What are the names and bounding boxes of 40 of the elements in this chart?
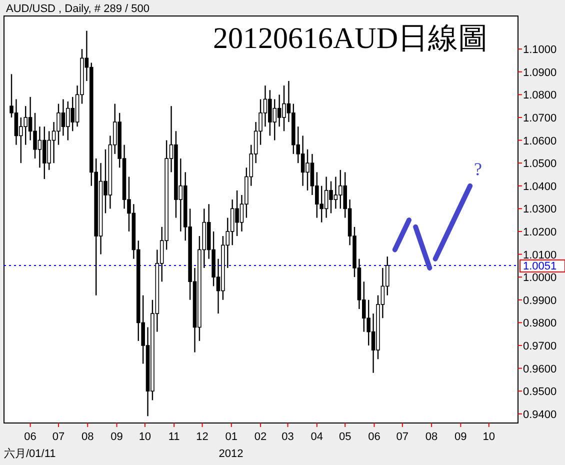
text: 2012	[218, 448, 244, 460]
y-tick-label: 1.0500	[523, 158, 557, 170]
x-tick-label: 11	[168, 431, 180, 443]
x-tick-label: 07	[52, 431, 65, 443]
y-tick-label: 0.9600	[523, 363, 557, 376]
x-tick-label: 06	[24, 431, 36, 443]
y-tick-label: 0.9500	[523, 386, 557, 398]
x-tick-label: 12	[196, 431, 208, 443]
x-tick-label: 08	[425, 431, 438, 443]
y-tick-label: 1.0000	[523, 272, 557, 284]
y-tick-label: 0.9400	[523, 408, 557, 421]
x-tick-label: 02	[254, 431, 267, 443]
x-tick-label: 04	[310, 431, 324, 443]
y-tick-label: 1.0700	[523, 112, 557, 124]
y-tick-label: 1.1000	[523, 44, 557, 56]
y-tick-label: 1.0600	[523, 135, 557, 148]
y-tick-label: 1.0100	[523, 249, 557, 262]
x-tick-label: 05	[338, 431, 352, 443]
y-tick-label: 1.0400	[523, 180, 557, 193]
x-tick-label: 03	[282, 431, 294, 443]
x-tick-label: 07	[396, 431, 409, 443]
y-tick-label: 1.0900	[523, 66, 557, 79]
x-tick-label: 10	[138, 431, 152, 443]
text: 六月/01/11	[4, 447, 56, 460]
y-tick-label: 0.9800	[523, 318, 557, 330]
x-tick-label: 09	[454, 431, 467, 443]
y-tick-label: 1.0200	[523, 226, 557, 238]
annotation: ?	[474, 159, 482, 179]
y-tick-label: 1.0800	[523, 90, 557, 102]
x-tick-label: 10	[482, 431, 495, 443]
x-tick-label: 09	[110, 431, 123, 443]
chart-title: 20120616AUD日線圖	[213, 22, 488, 55]
text: AUD/USD , Daily, # 289 / 500	[6, 3, 150, 15]
ref-line-label: 1.0051	[523, 260, 557, 272]
y-tick-label: 1.0300	[523, 204, 557, 216]
x-tick-label: 06	[368, 431, 380, 443]
y-tick-label: 0.9900	[523, 294, 557, 307]
y-tick-label: 0.9700	[523, 340, 557, 352]
x-tick-label: 01	[225, 431, 238, 443]
x-tick-label: 08	[82, 431, 94, 443]
